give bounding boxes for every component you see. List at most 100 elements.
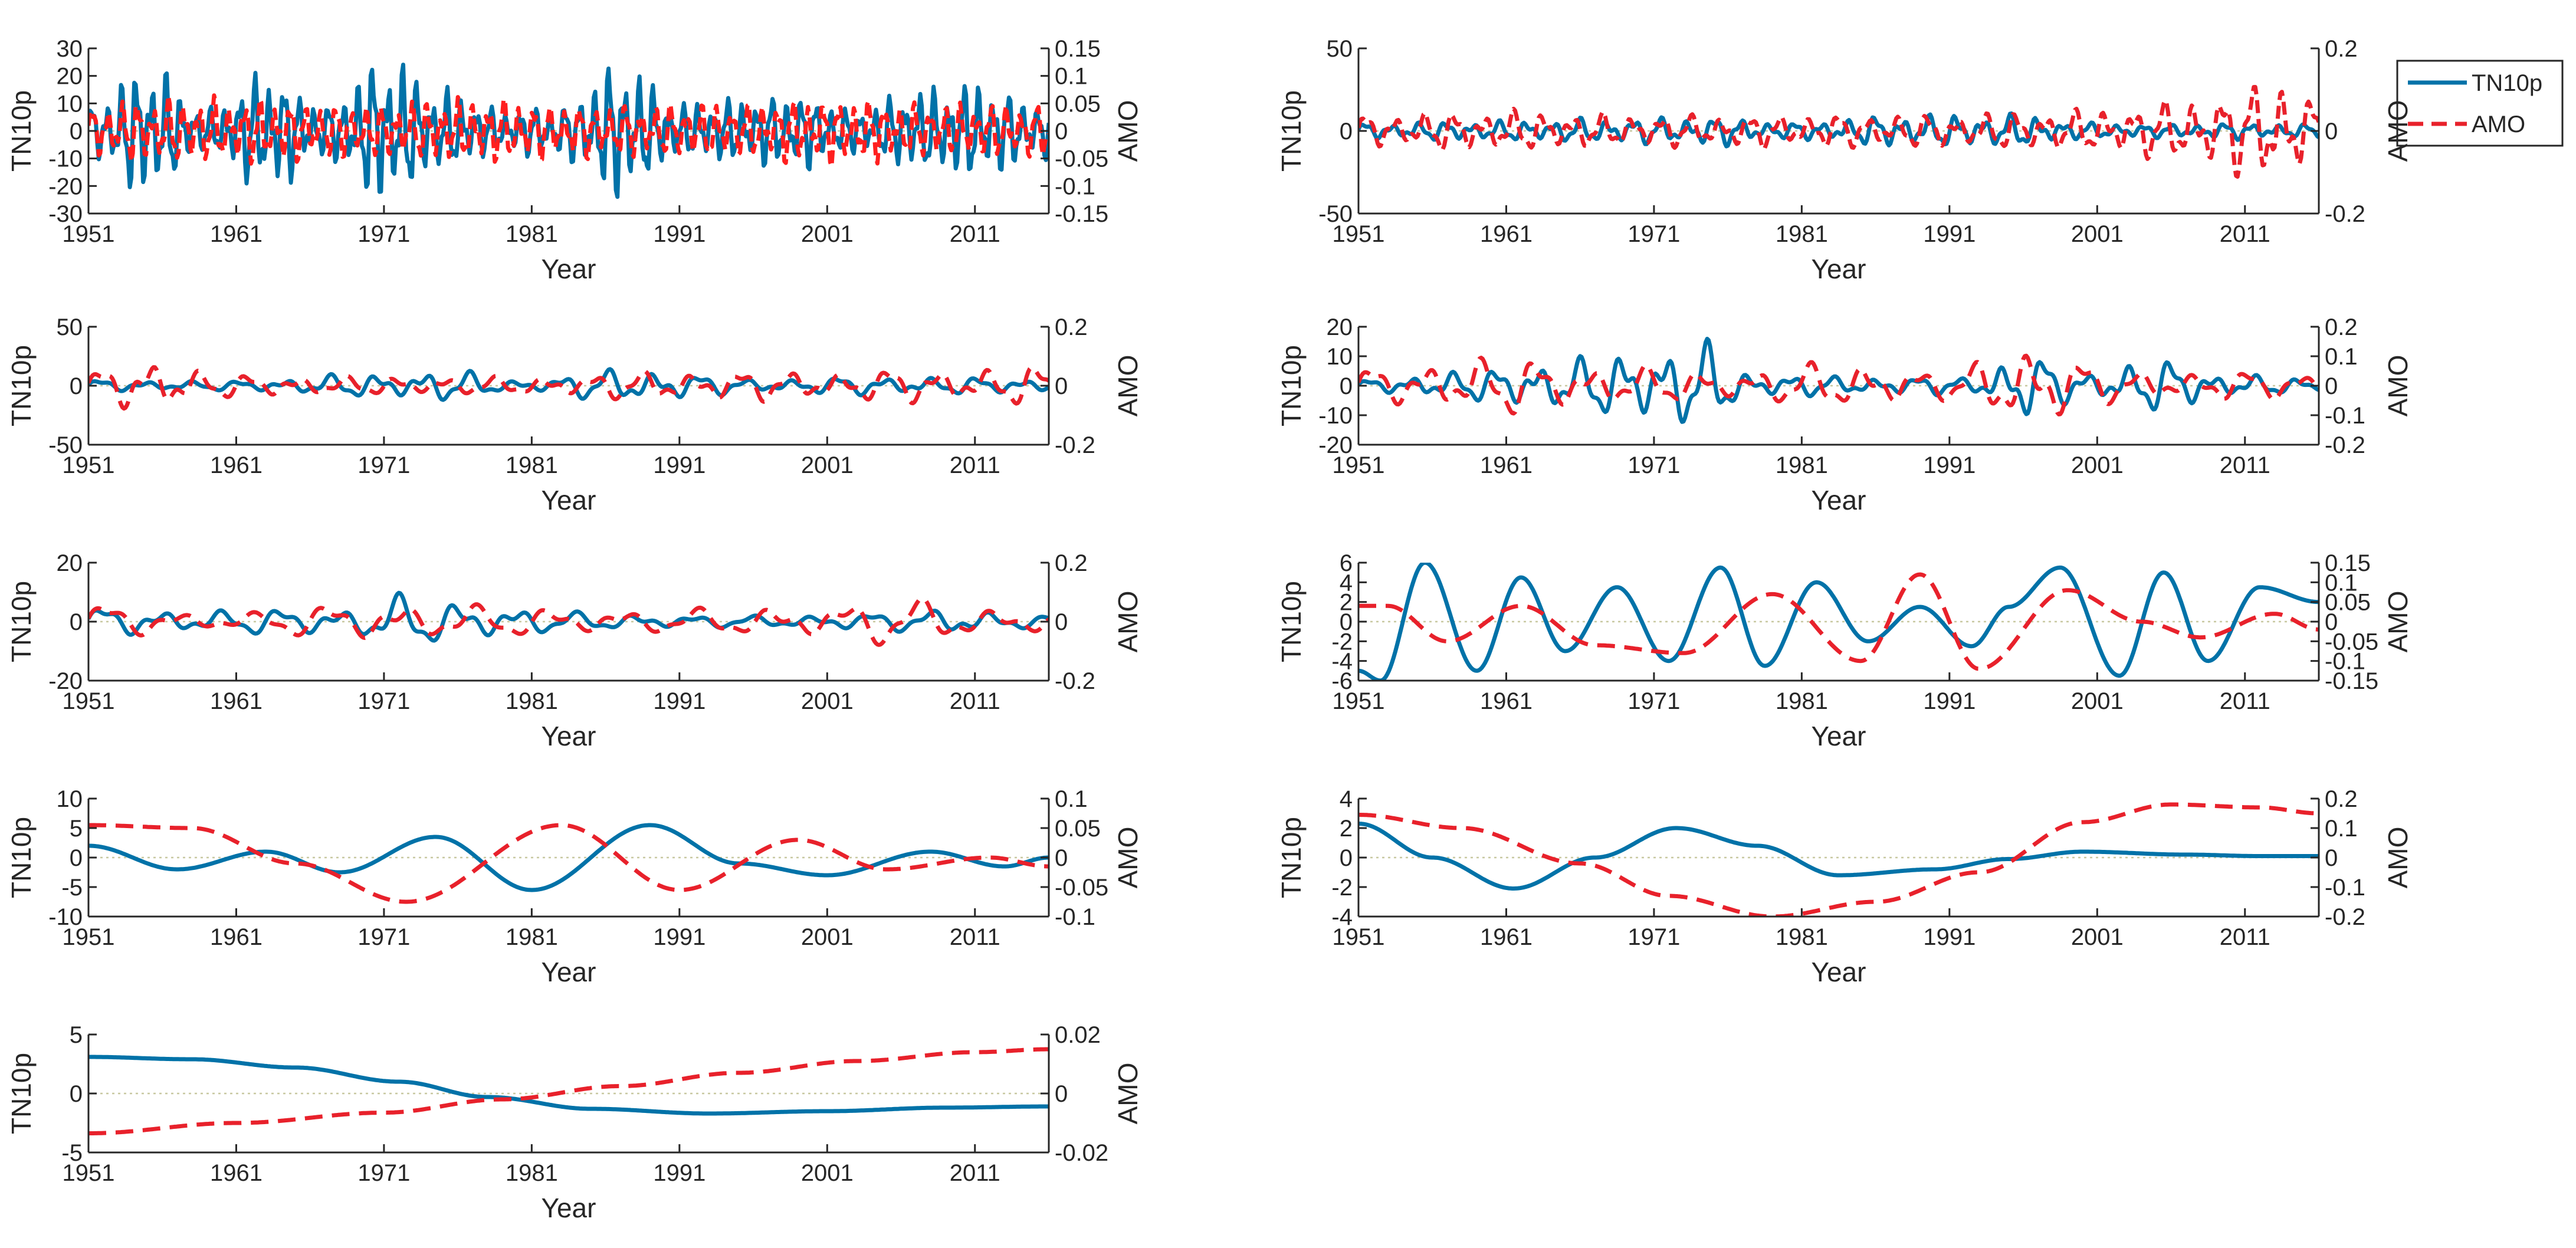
y-axis-label: TN10p: [1276, 817, 1307, 898]
x-tick-label: 2001: [2071, 924, 2124, 950]
y2-tick-label: 0: [1055, 119, 1068, 144]
y-tick-label: 20: [57, 64, 83, 90]
y-tick-label: -50: [1318, 201, 1353, 227]
x-tick-label: 1981: [506, 924, 558, 950]
y2-tick-label: 0.2: [1055, 550, 1088, 576]
x-tick-label: 2001: [801, 688, 854, 714]
y-tick-label: -6: [1331, 668, 1353, 694]
panel-3: 1951 1961 1971 1981 1991 2001 2011 50 0 -50 0.2 0 -0…: [6, 314, 1143, 515]
y-tick-label: 10: [57, 786, 83, 812]
amo-series-line: [88, 596, 1049, 647]
x-tick-label: 2011: [950, 924, 1000, 950]
x-tick-label: 1961: [210, 221, 262, 247]
panel-7: 1951 1961 1971 1981 1991 2001 2011 10 5 0 -5 -10 0.1…: [6, 786, 1143, 987]
x-tick-label: 1991: [1923, 924, 1976, 950]
x-tick-label: 2011: [2220, 452, 2270, 478]
y-tick-label: 2: [1340, 816, 1353, 842]
x-tick-label: 1971: [1627, 924, 1680, 950]
x-tick-label: 2001: [2071, 452, 2124, 478]
panel-9: 1951 1961 1971 1981 1991 2001 2011 5 0 -5 0.02 0 -0.…: [6, 1022, 1143, 1223]
y2-tick-label: 0.2: [2325, 786, 2358, 812]
x-tick-label: 1971: [1627, 221, 1680, 247]
y2-tick-label: -0.02: [1055, 1140, 1108, 1166]
panel-6: 1951 1961 1971 1981 1991 2001 20116420-2-4-60.…: [1276, 550, 2413, 751]
x-tick-label: 1981: [506, 1160, 558, 1186]
y-axis-label: TN10p: [6, 345, 37, 426]
tn10p-series-line: [88, 1055, 1049, 1116]
amo-series-line: [1358, 572, 2319, 671]
x-tick-label: 1971: [1627, 688, 1680, 714]
x-tick-label: 2001: [2071, 688, 2124, 714]
x-tick-label: 1961: [1480, 924, 1533, 950]
tn10p-series-line: [88, 823, 1049, 892]
x-tick-label: 1961: [210, 1160, 262, 1186]
y2-tick-label: 0: [1055, 1081, 1068, 1107]
x-tick-label: 1981: [1776, 452, 1828, 478]
panel-4: 1951 1961 1971 1981 1991 2001 2011 20 10 0 -10 -20 0…: [1276, 314, 2413, 515]
y2-tick-label: 0.15: [1055, 36, 1101, 62]
y-tick-label: 2: [1340, 590, 1353, 616]
y-tick-label: 20: [1327, 314, 1353, 340]
y-tick-label: 0: [1340, 845, 1353, 871]
y-tick-label: -4: [1331, 649, 1353, 675]
y-tick-label: -10: [48, 904, 83, 930]
x-tick-label: 1961: [210, 924, 262, 950]
y-tick-label: -5: [61, 1140, 83, 1166]
x-tick-label: 1951: [1333, 221, 1385, 247]
x-axis-label: Year: [1812, 485, 1866, 515]
y-tick-label: -5: [61, 875, 83, 901]
y-tick-label: -20: [1318, 432, 1353, 458]
y-tick-label: -20: [48, 173, 83, 199]
y2-tick-label: 0.1: [2325, 344, 2358, 370]
y2-axis-label: AMO: [2383, 591, 2413, 653]
x-tick-label: 2001: [801, 221, 854, 247]
y2-tick-label: 0.1: [1055, 64, 1088, 90]
x-tick-label: 1991: [653, 688, 705, 714]
y2-tick-label: -0.2: [1055, 432, 1095, 458]
panel-2: 1951 1961 1971 1981 1991 2001 2011 50 0 -50 0.2 0 -0…: [1276, 36, 2413, 284]
y-tick-label: -4: [1331, 904, 1353, 930]
x-tick-label: 2001: [801, 452, 854, 478]
tn10p-series-line: [1358, 563, 2319, 681]
y2-tick-label: 0.1: [2325, 570, 2358, 596]
y-tick-label: 4: [1340, 786, 1353, 812]
y2-tick-label: 0: [1055, 845, 1068, 871]
y2-axis-label: AMO: [2383, 100, 2413, 162]
y2-axis-label: AMO: [1113, 1063, 1143, 1125]
y-tick-label: 50: [57, 314, 83, 340]
y2-tick-label: -0.2: [2325, 432, 2365, 458]
y2-tick-label: 0.1: [2325, 816, 2358, 842]
tn10p-series-line: [1358, 822, 2319, 891]
y-tick-label: 4: [1340, 570, 1353, 596]
y-tick-label: 0: [1340, 373, 1353, 399]
x-tick-label: 1961: [1480, 221, 1533, 247]
y2-tick-label: -0.15: [1055, 201, 1108, 227]
y-tick-label: 10: [57, 91, 83, 117]
legend-tn10p-label: TN10p: [2472, 70, 2542, 96]
x-tick-label: 1951: [63, 221, 115, 247]
x-tick-label: 1951: [1333, 452, 1385, 478]
y-tick-label: -30: [48, 201, 83, 227]
x-tick-label: 1981: [506, 452, 558, 478]
x-tick-label: 1981: [506, 221, 558, 247]
y2-tick-label: -0.05: [1055, 146, 1108, 172]
y-tick-label: 20: [57, 550, 83, 576]
tn10p-series-line: [88, 367, 1049, 402]
x-tick-label: 1971: [357, 452, 410, 478]
x-axis-label: Year: [542, 1193, 596, 1223]
y-tick-label: 0: [70, 119, 83, 144]
x-tick-label: 1961: [210, 688, 262, 714]
x-axis-label: Year: [1812, 254, 1866, 284]
x-tick-label: 2011: [2220, 924, 2270, 950]
x-tick-label: 1971: [357, 1160, 410, 1186]
y-axis-label: TN10p: [6, 581, 37, 662]
y2-tick-label: -0.2: [2325, 904, 2365, 930]
y2-axis-label: AMO: [1113, 355, 1143, 417]
y-axis-label: TN10p: [6, 817, 37, 898]
x-tick-label: 1991: [653, 221, 705, 247]
x-axis-label: Year: [1812, 957, 1866, 987]
y-tick-label: 5: [70, 1022, 83, 1048]
x-axis-label: Year: [1812, 721, 1866, 751]
amo-series-line: [88, 365, 1049, 411]
y-tick-label: 0: [1340, 119, 1353, 144]
